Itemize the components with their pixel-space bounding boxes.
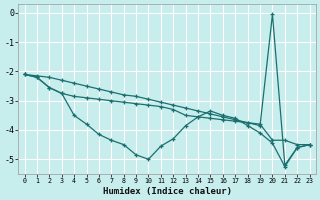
X-axis label: Humidex (Indice chaleur): Humidex (Indice chaleur) (103, 187, 232, 196)
